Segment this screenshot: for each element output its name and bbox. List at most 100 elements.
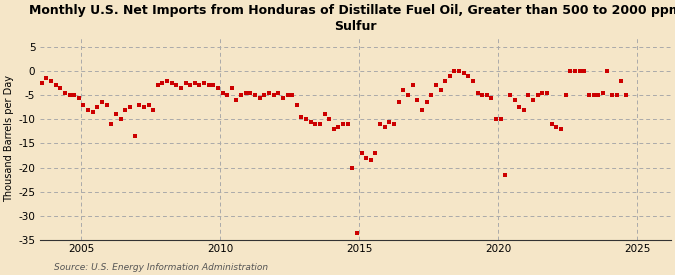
Point <box>435 88 446 92</box>
Point <box>180 81 191 85</box>
Point <box>541 90 552 95</box>
Point <box>64 93 75 97</box>
Point <box>537 90 547 95</box>
Point <box>588 93 599 97</box>
Point <box>565 69 576 73</box>
Text: Source: U.S. Energy Information Administration: Source: U.S. Energy Information Administ… <box>54 263 268 271</box>
Point <box>370 151 381 155</box>
Point <box>185 83 196 88</box>
Point <box>509 98 520 102</box>
Point <box>254 95 265 100</box>
Point <box>500 173 511 177</box>
Point <box>97 100 107 104</box>
Point <box>292 103 302 107</box>
Point <box>41 76 52 80</box>
Point <box>78 103 89 107</box>
Point <box>611 93 622 97</box>
Point <box>208 83 219 88</box>
Point <box>176 86 186 90</box>
Point <box>268 93 279 97</box>
Point <box>616 78 626 83</box>
Point <box>153 83 163 88</box>
Point <box>300 117 311 122</box>
Point <box>556 127 566 131</box>
Point <box>342 122 353 126</box>
Point <box>319 112 330 117</box>
Point <box>602 69 613 73</box>
Point <box>421 100 432 104</box>
Point <box>551 124 562 129</box>
Point <box>324 117 335 122</box>
Point <box>620 93 631 97</box>
Point <box>166 81 177 85</box>
Point <box>236 93 246 97</box>
Point <box>129 134 140 138</box>
Point <box>138 105 149 109</box>
Point <box>203 83 214 88</box>
Point <box>449 69 460 73</box>
Point <box>486 95 497 100</box>
Point <box>171 83 182 88</box>
Point <box>143 103 154 107</box>
Point <box>161 78 172 83</box>
Point <box>347 166 358 170</box>
Point <box>134 103 144 107</box>
Point <box>597 90 608 95</box>
Point <box>454 69 464 73</box>
Point <box>431 83 441 88</box>
Point <box>338 122 348 126</box>
Point <box>389 122 400 126</box>
Point <box>148 108 159 112</box>
Point <box>59 90 70 95</box>
Point <box>69 93 80 97</box>
Point <box>412 98 423 102</box>
Point <box>36 81 47 85</box>
Point <box>379 124 390 129</box>
Point <box>505 93 516 97</box>
Point <box>481 93 492 97</box>
Point <box>55 86 65 90</box>
Point <box>222 93 233 97</box>
Point <box>533 93 543 97</box>
Point <box>231 98 242 102</box>
Point <box>88 110 99 114</box>
Point <box>402 93 413 97</box>
Point <box>198 81 209 85</box>
Point <box>394 100 404 104</box>
Point <box>583 93 594 97</box>
Point <box>426 93 437 97</box>
Point <box>263 90 274 95</box>
Point <box>83 108 94 112</box>
Point <box>282 93 293 97</box>
Point <box>157 81 168 85</box>
Point <box>407 83 418 88</box>
Point <box>578 69 589 73</box>
Point <box>119 108 130 112</box>
Point <box>528 98 539 102</box>
Point <box>315 122 325 126</box>
Point <box>46 78 57 83</box>
Point <box>310 122 321 126</box>
Point <box>277 95 288 100</box>
Point <box>458 71 469 76</box>
Point <box>27 78 38 83</box>
Point <box>606 93 617 97</box>
Point <box>333 124 344 129</box>
Point <box>477 93 487 97</box>
Point <box>352 231 362 235</box>
Title: Monthly U.S. Net Imports from Honduras of Distillate Fuel Oil, Greater than 500 : Monthly U.S. Net Imports from Honduras o… <box>29 4 675 33</box>
Point <box>217 90 228 95</box>
Point <box>439 78 450 83</box>
Point <box>356 151 367 155</box>
Point <box>328 127 339 131</box>
Point <box>50 83 61 88</box>
Point <box>305 120 316 124</box>
Point <box>361 156 372 160</box>
Point <box>593 93 603 97</box>
Point <box>384 120 395 124</box>
Point <box>398 88 408 92</box>
Point <box>213 86 223 90</box>
Point <box>240 90 251 95</box>
Point <box>514 105 524 109</box>
Point <box>375 122 385 126</box>
